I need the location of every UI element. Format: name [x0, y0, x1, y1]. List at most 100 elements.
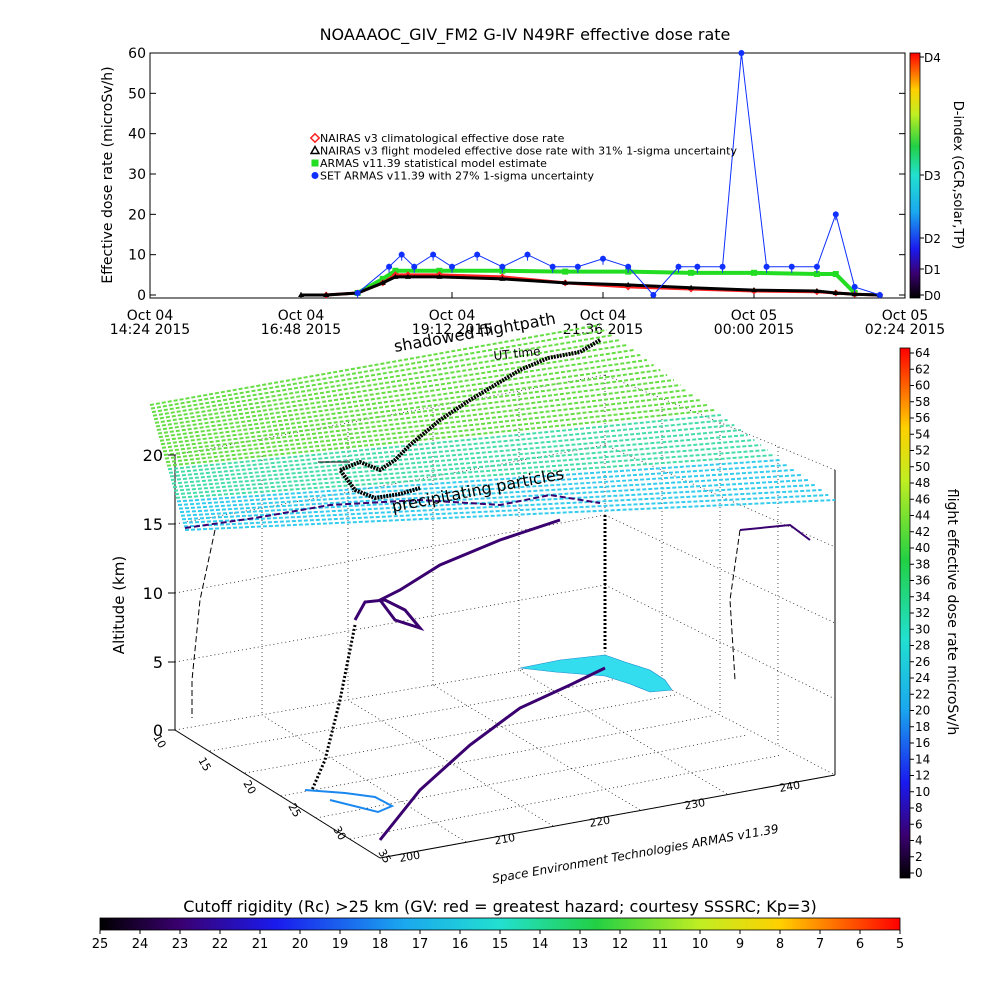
legend-marker: [311, 159, 319, 167]
flightpath-right-end: [739, 523, 811, 541]
legend-marker: [311, 172, 319, 179]
legend-label: ARMAS v11.39 statistical model estimate: [320, 157, 547, 170]
plane-line: [154, 349, 634, 424]
x-tick-label-date: Oct 04: [278, 308, 325, 324]
plane-line: [153, 344, 628, 421]
latitude-tick-group: 35 30 25 20 15 10: [150, 732, 393, 866]
dose-tick-label: 52: [915, 444, 930, 458]
dose-tick-label: 34: [915, 590, 930, 604]
flightpath-origin: [304, 789, 395, 814]
x-tick-label-date: Oct 04: [580, 308, 627, 324]
y-tick-label: 40: [128, 127, 146, 143]
legend: NAIRAS v3 climatological effective dose …: [309, 132, 737, 183]
dose-tick-label: 28: [915, 639, 930, 653]
dose-tick-label: 12: [915, 769, 930, 783]
dose-tick-label: 36: [915, 574, 930, 588]
legend-label: SET ARMAS v11.39 with 27% 1-sigma uncert…: [320, 170, 594, 183]
y-tick-label: 10: [128, 248, 146, 264]
plane-line: [162, 389, 688, 453]
x-tick-label-time: 19:12 2015: [412, 322, 492, 338]
dindex-tick-label: D4: [924, 51, 941, 65]
plane-line: [160, 379, 674, 446]
rc-tick-label: 8: [776, 937, 784, 952]
dose-colorbar-label: flight effective dose rate microSv/h: [944, 489, 960, 735]
plane-line: [168, 419, 728, 474]
lat-tick-label: 30: [330, 824, 348, 843]
plane-line: [173, 444, 762, 492]
lon-tick-label: 240: [778, 779, 801, 795]
rc-tick-label: 5: [896, 937, 904, 952]
flight-3d-plot: 0 5 10 15 20 35 30 25 20 15 10 200 210 220 230 240 Al…: [110, 309, 836, 886]
plane-line: [180, 479, 809, 517]
plane-line: [155, 354, 641, 428]
plane-line: [161, 384, 681, 449]
legend-marker: [309, 132, 321, 144]
data-point: [751, 269, 757, 276]
plane-line: [165, 404, 708, 464]
plane-line: [182, 489, 822, 524]
flightpath-group: [184, 338, 811, 841]
data-point: [379, 275, 386, 282]
dose-tick-label: 26: [915, 655, 930, 669]
axis-box: [174, 455, 836, 859]
y-tick-group: 0 10 20 30 40 50 60: [128, 46, 905, 304]
lat-tick-label: 35: [375, 847, 393, 866]
lat-tick-label: 25: [285, 801, 303, 820]
dose-tick-label: 58: [915, 395, 930, 409]
data-point: [851, 291, 858, 297]
dose-tick-label: 40: [915, 541, 930, 555]
data-point: [436, 273, 443, 279]
dose-tick-label: 2: [915, 850, 923, 864]
plane-line: [179, 474, 802, 514]
y-tick-label: 20: [128, 207, 146, 223]
rc-tick-label: 20: [292, 937, 309, 952]
plane-line: [157, 364, 654, 435]
z-tick-label: 15: [143, 515, 163, 534]
top-plot-frame: [149, 52, 906, 299]
x-tick-label-time: 14:24 2015: [110, 322, 190, 338]
data-point: [813, 287, 820, 293]
precipitating-particles-plane: [149, 324, 836, 531]
series-line: [301, 275, 880, 297]
dose-tick-label: 30: [915, 622, 930, 636]
y-tick-label: 50: [128, 86, 146, 102]
dose-tick-label: 16: [915, 736, 930, 750]
plane-line: [178, 469, 795, 510]
longitude-tick-group: 200 210 220 230 240: [398, 779, 801, 865]
dose-tick-label: 24: [915, 671, 930, 685]
dose-tick-label: 18: [915, 720, 930, 734]
lat-tick-label: 15: [195, 755, 213, 774]
rc-tick-label: 14: [532, 937, 549, 952]
rc-tick-label: 11: [652, 937, 669, 952]
dindex-tick-label: D3: [924, 169, 941, 183]
rc-tick-label: 24: [132, 937, 149, 952]
dose-colorbar: [899, 347, 911, 879]
dindex-tick-label: D0: [924, 289, 941, 303]
lon-tick-label: 220: [588, 814, 611, 830]
lon-tick-label: 230: [683, 796, 706, 812]
rc-tick-label: 9: [736, 937, 744, 952]
dose-tick-label: 54: [915, 427, 930, 441]
z-tick-label: 20: [143, 446, 163, 465]
dindex-tick-label: D1: [924, 263, 941, 277]
dose-tick-label: 14: [915, 752, 930, 766]
y-tick-label: 30: [128, 167, 146, 183]
plane-line: [152, 339, 621, 417]
z-tick-label: 0: [153, 721, 163, 740]
dose-tick-label: 50: [915, 460, 930, 474]
top-series-group: [298, 50, 884, 299]
dose-tick-label: 62: [915, 362, 930, 376]
plane-line: [170, 429, 742, 481]
rc-tick-label: 12: [612, 937, 629, 952]
plane-line: [174, 449, 768, 496]
data-point: [562, 279, 569, 285]
data-point: [751, 287, 757, 293]
data-point: [392, 273, 399, 279]
data-point: [688, 284, 695, 290]
data-point: [404, 273, 411, 279]
plane-line: [163, 394, 695, 456]
data-point: [323, 292, 330, 297]
legend-label: NAIRAS v3 climatological effective dose …: [320, 132, 565, 145]
data-point: [499, 275, 506, 281]
